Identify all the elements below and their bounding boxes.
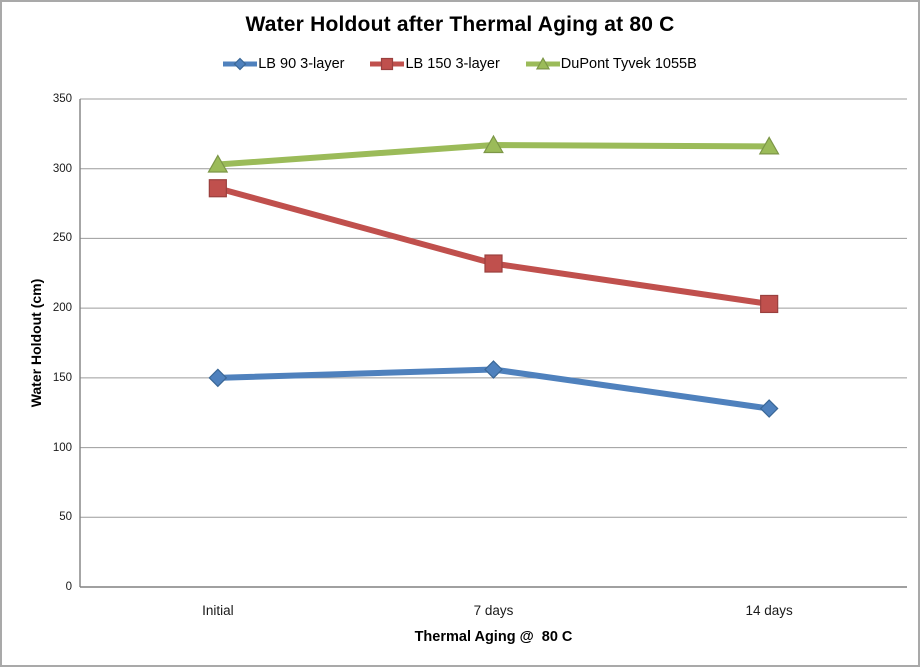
triangle-marker-icon	[758, 136, 780, 155]
y-tick-label: 0	[65, 581, 72, 593]
y-tick-label: 150	[52, 371, 72, 384]
y-tick-label: 300	[52, 162, 72, 175]
legend-marker-square-icon	[370, 57, 405, 71]
x-category-label: 7 days	[473, 603, 514, 618]
y-tick-label: 100	[52, 441, 72, 454]
y-tick-label: 200	[52, 302, 72, 315]
series-square	[208, 179, 779, 314]
square-marker-icon	[381, 57, 394, 71]
series-line	[214, 185, 773, 307]
y-tick-label: 350	[52, 93, 72, 105]
series-triangle	[207, 134, 780, 173]
chart-title: Water Holdout after Thermal Aging at 80 …	[245, 13, 675, 36]
triangle-marker-icon	[207, 154, 229, 173]
square-marker-icon	[760, 294, 779, 314]
legend-item-0: LB 90 3-layer	[223, 56, 344, 72]
x-axis-title: Thermal Aging @ 80 C	[414, 629, 573, 645]
y-tick-label: 250	[52, 232, 72, 245]
series-diamond	[208, 360, 779, 418]
y-tick-label: 50	[59, 511, 72, 524]
legend-label: DuPont Tyvek 1055B	[560, 56, 697, 72]
legend-label: LB 150 3-layer	[405, 56, 500, 72]
square-marker-icon	[484, 254, 503, 273]
triangle-marker-icon	[535, 56, 550, 70]
x-category-label: 14 days	[745, 603, 793, 618]
chart-legend: LB 90 3-layer LB 150 3-layer DuPont Tyvek …	[2, 56, 918, 72]
diamond-marker-icon	[208, 368, 228, 388]
y-axis-title: Water Holdout (cm)	[28, 278, 44, 408]
x-category-label: Initial	[202, 603, 234, 618]
triangle-marker-icon	[483, 134, 504, 154]
legend-item-2: DuPont Tyvek 1055B	[525, 56, 697, 72]
diamond-marker-icon	[233, 57, 247, 71]
legend-label: LB 90 3-layer	[258, 56, 345, 72]
legend-marker-triangle-icon	[525, 56, 560, 70]
diamond-marker-icon	[484, 360, 503, 379]
square-marker-icon	[208, 179, 227, 198]
legend-item-1: LB 150 3-layer	[370, 56, 500, 72]
legend-marker-diamond-icon	[223, 57, 258, 71]
diamond-marker-icon	[759, 399, 779, 418]
